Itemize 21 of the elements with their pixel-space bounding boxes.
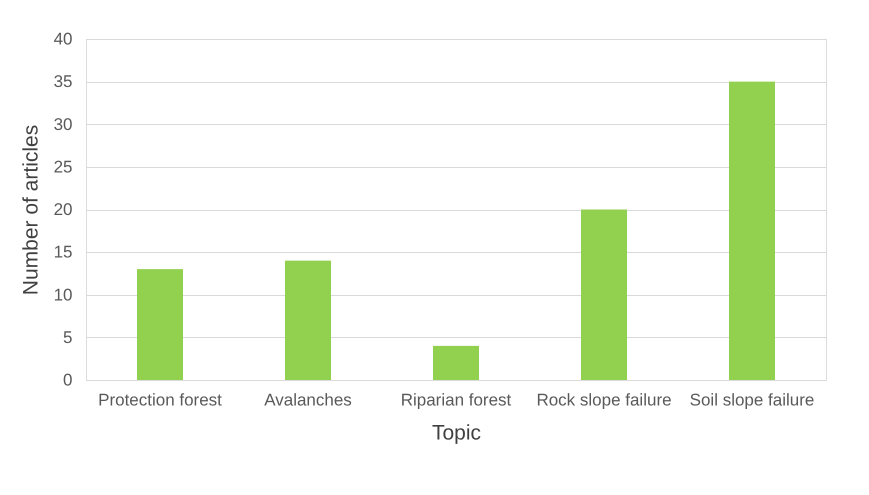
y-tick-label: 25 [54, 157, 72, 176]
bar [581, 210, 627, 380]
bar [285, 260, 331, 380]
x-tick-label: Rock slope failure [536, 390, 672, 410]
bar [729, 82, 775, 380]
x-tick-label: Protection forest [98, 390, 222, 410]
y-tick-label: 40 [54, 30, 72, 48]
y-tick-label: 35 [54, 72, 72, 92]
y-tick-label: 15 [54, 242, 72, 262]
y-tick-label: 5 [63, 328, 72, 347]
x-tick-label: Avalanches [264, 390, 352, 410]
y-tick-label: 0 [63, 370, 72, 390]
x-tick-label: Soil slope failure [690, 390, 814, 410]
x-tick-label: Riparian forest [400, 390, 512, 410]
bar [433, 346, 479, 380]
y-tick-label: 30 [54, 114, 72, 134]
y-tick-label: 10 [54, 285, 72, 304]
y-axis-title: Number of articles [20, 124, 43, 296]
x-axis-title: Topic [432, 422, 482, 444]
bar [137, 269, 183, 380]
y-tick-label: 20 [54, 200, 72, 219]
